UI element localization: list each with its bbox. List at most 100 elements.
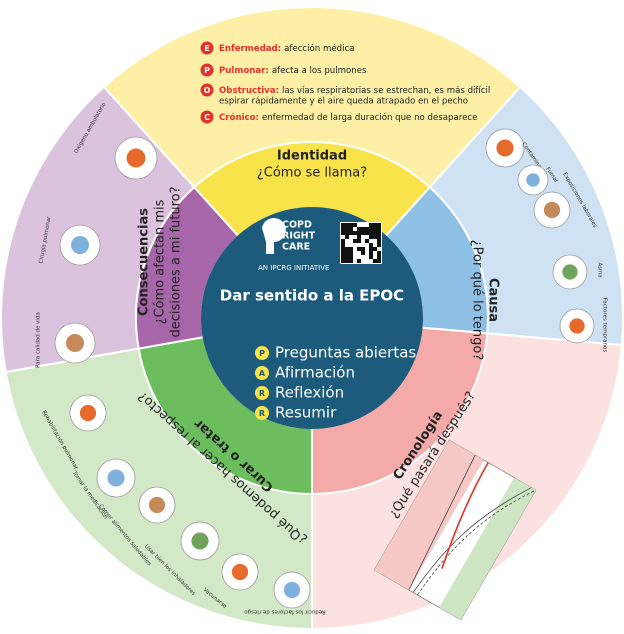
qr-cell [349, 259, 353, 263]
term: Pulmonar: [219, 66, 269, 76]
qr-cell [341, 227, 345, 231]
qr-cell [345, 247, 349, 251]
section-question: ¿Cómo se llama? [257, 166, 367, 181]
icon-glyph [496, 139, 513, 156]
qr-cell [349, 231, 353, 235]
section-question: ¿Cómo afectan mis [153, 199, 168, 324]
desc: afecta a los pulmones [272, 66, 367, 76]
logo-text: CARE [282, 242, 310, 253]
wheel: EEnfermedad:afección médicaPPulmonar:afe… [0, 0, 624, 634]
list-item: espirar rápidamente y el aire queda atra… [219, 97, 468, 107]
icon-label: Reducir los factores de riesgo [244, 609, 326, 615]
qr-cell [377, 227, 381, 231]
icon-glyph [232, 564, 248, 580]
qr-cell [373, 231, 377, 235]
qr-cell [341, 223, 345, 227]
icon-glyph [71, 236, 89, 254]
qr-cell [369, 227, 373, 231]
qr-code [340, 222, 382, 264]
term: Enfermedad: [219, 44, 281, 54]
qr-cell [353, 223, 357, 227]
qr-cell [377, 251, 381, 255]
qr-cell [345, 255, 349, 259]
icon-label: Asma [597, 262, 603, 277]
qr-cell [377, 223, 381, 227]
qr-cell [369, 235, 373, 239]
qr-cell [349, 255, 353, 259]
qr-cell [369, 223, 373, 227]
term: Crónico: [219, 112, 259, 123]
center-title: Dar sentido a la EPOC [220, 287, 404, 305]
step-text: Resumir [275, 404, 337, 422]
page: Dar sentido a la EPOC body { margin: 0; … [0, 0, 624, 634]
qr-cell [369, 231, 373, 235]
list-item: Crónico:enfermedad de larga duración que… [219, 112, 477, 123]
qr-cell [357, 259, 361, 263]
desc: enfermedad de larga duración que no desa… [262, 112, 477, 123]
qr-cell [373, 235, 377, 239]
qr-cell [369, 251, 373, 255]
body: { "identity": { "list": [ {"letter": "E"… [0, 0, 624, 634]
icon-glyph [544, 202, 560, 218]
qr-cell [345, 251, 349, 255]
qr-cell [377, 259, 381, 263]
letter: C [204, 113, 210, 122]
step-letter: R [259, 389, 265, 398]
qr-cell [357, 231, 361, 235]
desc: las vías respiratorias se estrechan, es … [282, 86, 490, 96]
qr-cell [377, 255, 381, 259]
icon-label: Factores tempranos [602, 298, 608, 353]
qr-cell [341, 247, 345, 251]
section-title: Consecuencias [137, 208, 152, 316]
step-letter: P [259, 349, 265, 358]
list-item: Obstructiva:las vías respiratorias se es… [219, 86, 490, 96]
qr-cell [357, 227, 361, 231]
qr-cell [369, 247, 373, 251]
step-text: Afirmación [275, 364, 355, 382]
qr-cell [349, 223, 353, 227]
qr-cell [357, 247, 361, 251]
qr-cell [365, 231, 369, 235]
icon-glyph [149, 497, 165, 513]
section-question: decisiones a mi futuro? [169, 186, 184, 337]
qr-cell [345, 259, 349, 263]
consequences-heading: Consecuencias ¿Cómo afectan mis decision… [137, 186, 184, 337]
qr-cell [361, 247, 365, 251]
qr-cell [349, 247, 353, 251]
section-question: ¿Por qué lo tengo? [470, 240, 485, 360]
qr-cell [361, 251, 365, 255]
letter: E [204, 44, 209, 53]
qr-cell [341, 239, 345, 243]
qr-cell [377, 235, 381, 239]
qr-cell [353, 231, 357, 235]
qr-cell [373, 247, 377, 251]
desc: afección médica [284, 43, 354, 54]
letter: O [204, 86, 211, 95]
qr-cell [353, 239, 357, 243]
step-text: Reflexión [275, 384, 344, 402]
letter: P [204, 66, 210, 75]
list-item: Enfermedad:afección médica [219, 43, 354, 54]
step-letter: A [259, 369, 266, 378]
qr-cell [345, 231, 349, 235]
logo-text: COPD [282, 220, 312, 231]
icon-label: Para calidad de vida [36, 312, 42, 368]
qr-cell [357, 239, 361, 243]
step-text: Preguntas abiertas [275, 344, 416, 362]
icon-glyph [526, 173, 540, 187]
section-title: Causa [486, 278, 501, 322]
qr-cell [369, 255, 373, 259]
icon-glyph [562, 264, 577, 279]
icon-glyph [569, 318, 584, 333]
term: Obstructiva: [219, 86, 279, 96]
qr-cell [373, 223, 377, 227]
qr-cell [373, 227, 377, 231]
qr-cell [341, 255, 345, 259]
list-item: Pulmonar:afecta a los pulmones [219, 66, 367, 76]
qr-cell [361, 231, 365, 235]
qr-cell [361, 227, 365, 231]
qr-cell [377, 231, 381, 235]
qr-cell [377, 239, 381, 243]
section-title: Identidad [277, 149, 347, 164]
qr-cell [349, 227, 353, 231]
